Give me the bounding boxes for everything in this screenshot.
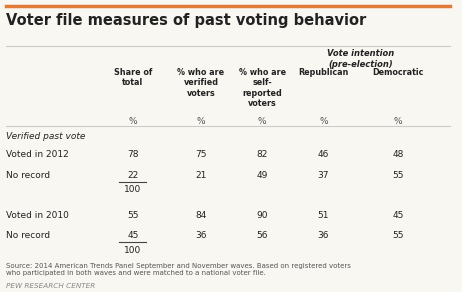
Text: 37: 37: [317, 171, 329, 180]
Text: %: %: [197, 117, 205, 126]
Text: %: %: [319, 117, 328, 126]
Text: 84: 84: [195, 211, 207, 220]
Text: 75: 75: [195, 150, 207, 159]
Text: 46: 46: [318, 150, 329, 159]
Text: 56: 56: [256, 231, 268, 240]
Text: No record: No record: [6, 171, 50, 180]
Text: 82: 82: [256, 150, 268, 159]
Text: 45: 45: [127, 231, 139, 240]
Text: No record: No record: [6, 231, 50, 240]
Text: Voted in 2012: Voted in 2012: [6, 150, 69, 159]
Text: Source: 2014 American Trends Panel September and November waves. Based on regist: Source: 2014 American Trends Panel Septe…: [6, 263, 351, 276]
Text: Voter file measures of past voting behavior: Voter file measures of past voting behav…: [6, 13, 366, 28]
Text: 45: 45: [392, 211, 404, 220]
Text: 51: 51: [317, 211, 329, 220]
Text: 55: 55: [392, 171, 404, 180]
Text: PEW RESEARCH CENTER: PEW RESEARCH CENTER: [6, 283, 95, 289]
Text: 78: 78: [127, 150, 139, 159]
Text: 100: 100: [124, 246, 141, 255]
Text: %: %: [128, 117, 137, 126]
Text: Republican: Republican: [298, 68, 348, 77]
Text: %: %: [258, 117, 267, 126]
Text: 48: 48: [392, 150, 404, 159]
Text: 100: 100: [124, 185, 141, 194]
Text: 22: 22: [127, 171, 139, 180]
Text: 36: 36: [317, 231, 329, 240]
Text: Verified past vote: Verified past vote: [6, 131, 85, 140]
Text: 55: 55: [127, 211, 139, 220]
Text: 36: 36: [195, 231, 207, 240]
Text: 55: 55: [392, 231, 404, 240]
Text: Voted in 2010: Voted in 2010: [6, 211, 69, 220]
Text: 21: 21: [195, 171, 207, 180]
Text: % who are
verified
voters: % who are verified voters: [177, 68, 225, 98]
Text: %: %: [394, 117, 402, 126]
Text: 49: 49: [256, 171, 268, 180]
Text: 90: 90: [256, 211, 268, 220]
Text: Democratic: Democratic: [372, 68, 424, 77]
Text: Share of
total: Share of total: [114, 68, 152, 87]
Text: Vote intention
(pre-election): Vote intention (pre-election): [327, 49, 395, 69]
Text: % who are
self-
reported
voters: % who are self- reported voters: [238, 68, 286, 108]
